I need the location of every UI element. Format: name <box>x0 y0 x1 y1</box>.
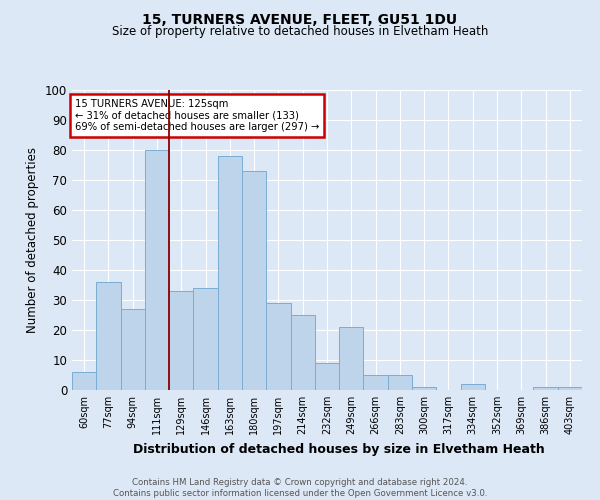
Bar <box>121 309 145 390</box>
Y-axis label: Number of detached properties: Number of detached properties <box>26 147 40 333</box>
Bar <box>315 363 339 390</box>
Bar <box>96 282 121 390</box>
Text: Size of property relative to detached houses in Elvetham Heath: Size of property relative to detached ho… <box>112 24 488 38</box>
Text: 15 TURNERS AVENUE: 125sqm
← 31% of detached houses are smaller (133)
69% of semi: 15 TURNERS AVENUE: 125sqm ← 31% of detac… <box>74 99 319 132</box>
Bar <box>558 387 582 390</box>
Text: Distribution of detached houses by size in Elvetham Heath: Distribution of detached houses by size … <box>133 442 545 456</box>
Text: Contains HM Land Registry data © Crown copyright and database right 2024.
Contai: Contains HM Land Registry data © Crown c… <box>113 478 487 498</box>
Bar <box>242 171 266 390</box>
Bar <box>388 375 412 390</box>
Bar <box>266 303 290 390</box>
Bar <box>169 291 193 390</box>
Bar <box>461 384 485 390</box>
Bar <box>364 375 388 390</box>
Text: 15, TURNERS AVENUE, FLEET, GU51 1DU: 15, TURNERS AVENUE, FLEET, GU51 1DU <box>142 12 458 26</box>
Bar <box>533 387 558 390</box>
Bar <box>290 315 315 390</box>
Bar <box>412 387 436 390</box>
Bar <box>145 150 169 390</box>
Bar <box>339 327 364 390</box>
Bar <box>193 288 218 390</box>
Bar <box>218 156 242 390</box>
Bar <box>72 372 96 390</box>
